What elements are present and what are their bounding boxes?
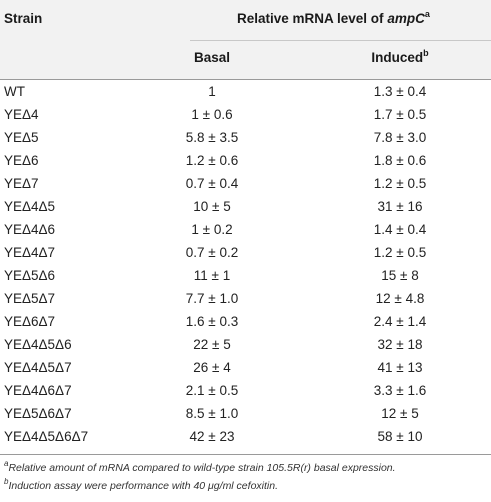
row-8-strain: YEΔ5Δ6 <box>4 268 56 283</box>
row-3-induced: 1.8 ± 0.6 <box>373 153 427 168</box>
row-4-strain: YEΔ7 <box>4 176 39 191</box>
footnote-a-text: Relative amount of mRNA compared to wild… <box>8 462 396 474</box>
row-8-basal: 11 ± 1 <box>193 268 231 283</box>
row-1-strain: YEΔ4 <box>4 107 39 122</box>
row-15-basal: 42 ± 23 <box>189 429 235 444</box>
footnote-mark-a: a <box>424 8 430 19</box>
row-2-induced: 7.8 ± 3.0 <box>373 130 427 145</box>
column-group-header-gene: ampC <box>387 11 425 26</box>
row-5-strain: YEΔ4Δ5 <box>4 199 56 214</box>
row-3-basal: 1.2 ± 0.6 <box>185 153 239 168</box>
row-2-strain: YEΔ5 <box>4 130 39 145</box>
footnote-mark-b: b <box>423 47 429 58</box>
footnote-a-mark: a <box>4 458 9 468</box>
row-0-basal: 1 <box>208 84 216 99</box>
row-14-basal: 8.5 ± 1.0 <box>185 406 239 421</box>
column-header-strain: Strain <box>4 11 43 26</box>
row-5-induced: 31 ± 16 <box>377 199 423 214</box>
row-10-induced: 2.4 ± 1.4 <box>373 314 427 329</box>
row-0-induced: 1.3 ± 0.4 <box>373 84 427 99</box>
row-15-induced: 58 ± 10 <box>377 429 423 444</box>
row-1-induced: 1.7 ± 0.5 <box>373 107 427 122</box>
column-header-induced-text: Induced <box>371 50 424 65</box>
footnote-b-mark: b <box>4 476 9 486</box>
row-9-induced: 12 ± 4.8 <box>375 291 425 306</box>
row-13-strain: YEΔ4Δ6Δ7 <box>4 383 72 398</box>
row-12-basal: 26 ± 4 <box>193 360 231 375</box>
row-14-induced: 12 ± 5 <box>381 406 419 421</box>
footnote-a: aRelative amount of mRNA compared to wil… <box>4 458 396 474</box>
row-13-basal: 2.1 ± 0.5 <box>185 383 239 398</box>
table-bottom-rule <box>0 454 491 455</box>
group-header-underline <box>190 40 491 41</box>
row-4-basal: 0.7 ± 0.4 <box>185 176 239 191</box>
row-14-strain: YEΔ5Δ6Δ7 <box>4 406 72 421</box>
row-9-basal: 7.7 ± 1.0 <box>185 291 239 306</box>
row-11-strain: YEΔ4Δ5Δ6 <box>4 337 72 352</box>
row-6-strain: YEΔ4Δ6 <box>4 222 56 237</box>
row-12-strain: YEΔ4Δ5Δ7 <box>4 360 72 375</box>
column-header-basal: Basal <box>193 50 231 65</box>
header-bottom-rule <box>0 79 491 80</box>
footnote-b-text: Induction assay were performance with 40… <box>8 480 278 492</box>
row-5-basal: 10 ± 5 <box>193 199 231 214</box>
row-10-basal: 1.6 ± 0.3 <box>185 314 239 329</box>
row-7-basal: 0.7 ± 0.2 <box>185 245 239 260</box>
row-0-strain: WT <box>4 84 25 99</box>
table-header-band <box>0 0 491 79</box>
row-7-induced: 1.2 ± 0.5 <box>373 245 427 260</box>
row-6-induced: 1.4 ± 0.4 <box>373 222 427 237</box>
row-3-strain: YEΔ6 <box>4 153 39 168</box>
row-11-induced: 32 ± 18 <box>377 337 423 352</box>
row-6-basal: 1 ± 0.2 <box>191 222 233 237</box>
row-9-strain: YEΔ5Δ7 <box>4 291 56 306</box>
column-group-header-text: Relative mRNA level of <box>237 11 388 26</box>
column-header-induced: Inducedb <box>371 47 429 66</box>
row-8-induced: 15 ± 8 <box>381 268 419 283</box>
row-13-induced: 3.3 ± 1.6 <box>373 383 427 398</box>
row-2-basal: 5.8 ± 3.5 <box>185 130 239 145</box>
row-1-basal: 1 ± 0.6 <box>191 107 233 122</box>
row-10-strain: YEΔ6Δ7 <box>4 314 56 329</box>
row-4-induced: 1.2 ± 0.5 <box>373 176 427 191</box>
row-12-induced: 41 ± 13 <box>377 360 423 375</box>
row-11-basal: 22 ± 5 <box>193 337 231 352</box>
row-7-strain: YEΔ4Δ7 <box>4 245 56 260</box>
footnote-b: bInduction assay were performance with 4… <box>4 476 278 492</box>
row-15-strain: YEΔ4Δ5Δ6Δ7 <box>4 429 89 444</box>
column-group-header: Relative mRNA level of ampCa <box>237 8 430 27</box>
